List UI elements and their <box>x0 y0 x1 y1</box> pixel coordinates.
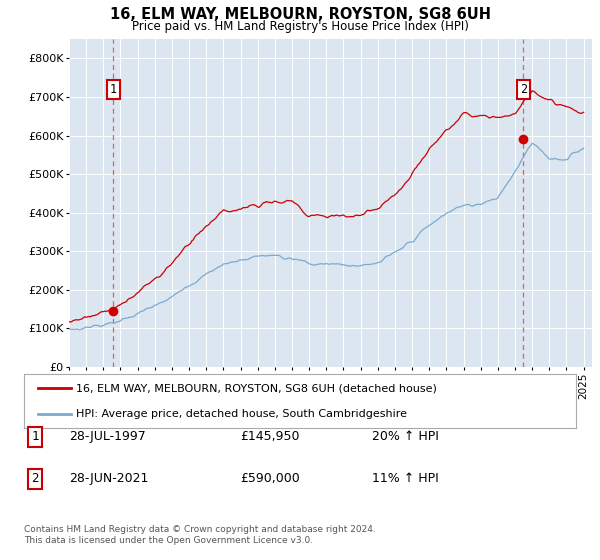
Text: Contains HM Land Registry data © Crown copyright and database right 2024.
This d: Contains HM Land Registry data © Crown c… <box>24 525 376 545</box>
Text: Price paid vs. HM Land Registry's House Price Index (HPI): Price paid vs. HM Land Registry's House … <box>131 20 469 32</box>
Text: HPI: Average price, detached house, South Cambridgeshire: HPI: Average price, detached house, Sout… <box>76 409 407 418</box>
Text: 20% ↑ HPI: 20% ↑ HPI <box>372 430 439 444</box>
Text: 16, ELM WAY, MELBOURN, ROYSTON, SG8 6UH (detached house): 16, ELM WAY, MELBOURN, ROYSTON, SG8 6UH … <box>76 384 437 393</box>
Text: 1: 1 <box>110 83 117 96</box>
Text: £590,000: £590,000 <box>240 472 300 486</box>
Text: 1: 1 <box>31 430 38 444</box>
Text: 2: 2 <box>31 472 38 486</box>
Text: £145,950: £145,950 <box>240 430 299 444</box>
Text: 16, ELM WAY, MELBOURN, ROYSTON, SG8 6UH: 16, ELM WAY, MELBOURN, ROYSTON, SG8 6UH <box>110 7 491 22</box>
Text: 28-JUN-2021: 28-JUN-2021 <box>69 472 148 486</box>
Text: 28-JUL-1997: 28-JUL-1997 <box>69 430 146 444</box>
Text: 2: 2 <box>520 83 527 96</box>
Text: 11% ↑ HPI: 11% ↑ HPI <box>372 472 439 486</box>
